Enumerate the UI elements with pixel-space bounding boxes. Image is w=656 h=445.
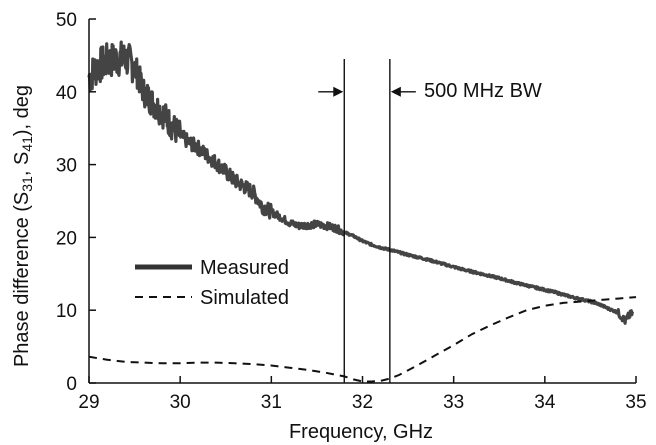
series-line-measured — [87, 40, 634, 325]
y-axis-label: Phase difference (S31, S41), deg — [11, 85, 35, 367]
y-label-sub2: 41 — [19, 136, 35, 152]
y-tick-label: 10 — [56, 301, 77, 322]
y-label-suffix: ), deg — [11, 85, 33, 136]
x-tick-label: 29 — [78, 392, 99, 413]
arrow-right-head-icon — [333, 86, 344, 97]
y-tick-label: 20 — [56, 228, 77, 249]
bandwidth-annotation: 500 MHz BW — [318, 59, 542, 383]
x-tick-label: 35 — [625, 392, 646, 413]
y-tick-label: 50 — [56, 10, 77, 31]
x-tick-label: 33 — [443, 392, 464, 413]
axes: 29 30 31 32 33 34 35 0 10 20 30 40 50 — [56, 10, 647, 413]
y-label-middle: , S — [11, 152, 33, 176]
y-tick-label: 40 — [56, 83, 77, 104]
plot-marks — [87, 40, 637, 383]
series-line-simulated — [88, 296, 637, 383]
y-tick-label: 0 — [66, 374, 77, 395]
bandwidth-label: 500 MHz BW — [424, 80, 542, 102]
legend: Measured Simulated — [135, 257, 289, 309]
legend-label-simulated: Simulated — [200, 287, 289, 309]
x-tick-label: 32 — [352, 392, 373, 413]
x-tick-label: 34 — [534, 392, 556, 413]
legend-label-measured: Measured — [200, 257, 289, 279]
y-label-sub1: 31 — [19, 176, 35, 192]
x-axis-label: Frequency, GHz — [289, 421, 433, 443]
x-tick-label: 30 — [170, 392, 191, 413]
y-label-prefix: Phase difference (S — [11, 192, 33, 367]
y-tick-label: 30 — [56, 156, 77, 177]
x-tick-label: 31 — [261, 392, 282, 413]
arrow-left-head-icon — [390, 86, 401, 97]
